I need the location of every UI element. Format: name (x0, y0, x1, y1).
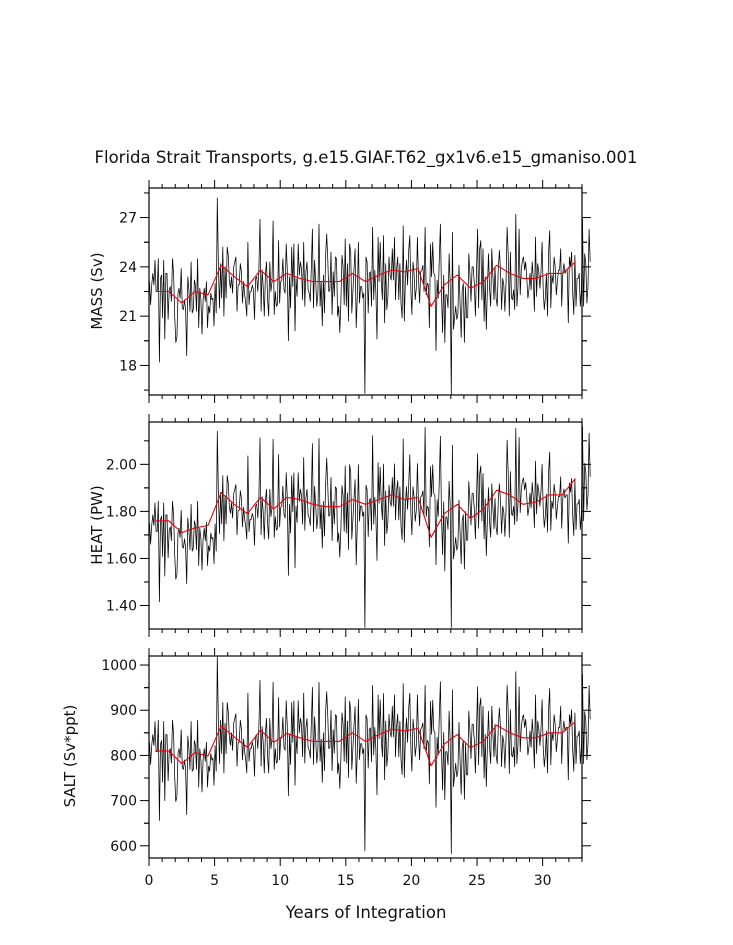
panel-heat-ytick-label: 1.80 (106, 504, 137, 520)
panel-heat-plot (149, 425, 591, 628)
x-axis-label: Years of Integration (285, 903, 447, 922)
panel-salt-ticks: 600 700 800 900 1000 0 5 10 15 20 25 30 (101, 648, 591, 889)
panel-mass-plot (149, 197, 591, 396)
panel-salt-plot (149, 655, 591, 854)
panel-heat-ytick-label: 2.00 (106, 457, 137, 473)
panel-salt-xtick-label: 10 (271, 873, 289, 889)
panel-salt-xtick-label: 25 (468, 873, 486, 889)
panel-salt-xtick-label: 30 (534, 873, 552, 889)
panel-salt-series-annual (155, 721, 576, 767)
panel-salt-xtick-label: 0 (145, 873, 154, 889)
panel-heat-series-annual (155, 478, 576, 538)
panel-salt-ytick-label: 600 (110, 839, 137, 855)
figure-title: Florida Strait Transports, g.e15.GIAF.T6… (95, 148, 638, 168)
panel-salt: 600 700 800 900 1000 0 5 10 15 20 25 30 SALT (Sv*pp… (61, 648, 591, 889)
panel-mass: 18 21 24 27 MASS (Sv) (88, 180, 591, 403)
panel-heat-ticks: 1.40 1.60 1.80 2.00 (106, 414, 591, 637)
panel-salt-ytick-label: 800 (110, 748, 137, 764)
panel-salt-ylabel: SALT (Sv*ppt) (61, 705, 79, 808)
panel-mass-ytick-label: 18 (119, 358, 137, 374)
panel-salt-xtick-label: 5 (210, 873, 219, 889)
panel-heat-ylabel: HEAT (PW) (88, 485, 106, 564)
panel-mass-ticks: 18 21 24 27 (119, 180, 591, 403)
panel-mass-series-monthly (149, 197, 591, 396)
panel-mass-series-annual (155, 261, 576, 307)
panel-mass-ytick-label: 24 (119, 260, 137, 276)
panel-salt-series-monthly (149, 655, 591, 854)
panel-salt-ytick-label: 1000 (101, 658, 137, 674)
panel-heat-ytick-label: 1.60 (106, 551, 137, 567)
panel-heat-frame (148, 421, 583, 630)
panel-salt-frame (148, 655, 583, 859)
panel-heat: 1.40 1.60 1.80 2.00 HEAT (PW) (88, 414, 591, 637)
panel-heat-ytick-label: 1.40 (106, 598, 137, 614)
panel-salt-ytick-label: 900 (110, 703, 137, 719)
panel-salt-xtick-label: 15 (337, 873, 355, 889)
panel-salt-ytick-label: 700 (110, 794, 137, 810)
panel-salt-xtick-label: 20 (403, 873, 421, 889)
panel-heat-series-monthly (149, 425, 591, 628)
panel-mass-ylabel: MASS (Sv) (88, 252, 106, 329)
panel-mass-ytick-label: 27 (119, 211, 137, 227)
panel-mass-ytick-label: 21 (119, 309, 137, 325)
